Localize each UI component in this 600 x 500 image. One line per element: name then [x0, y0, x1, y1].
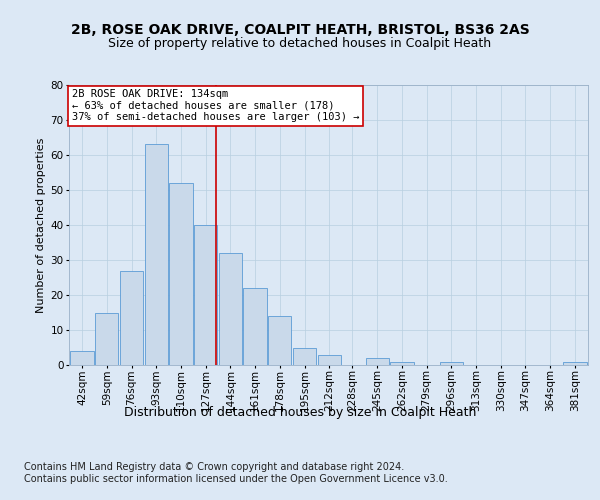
- Bar: [194, 225, 217, 365]
- Bar: [268, 316, 292, 365]
- Y-axis label: Number of detached properties: Number of detached properties: [36, 138, 46, 312]
- Bar: [244, 288, 267, 365]
- Text: Size of property relative to detached houses in Coalpit Heath: Size of property relative to detached ho…: [109, 38, 491, 51]
- Bar: [390, 362, 413, 365]
- Bar: [95, 312, 118, 365]
- Text: 2B ROSE OAK DRIVE: 134sqm
← 63% of detached houses are smaller (178)
37% of semi: 2B ROSE OAK DRIVE: 134sqm ← 63% of detac…: [71, 89, 359, 122]
- Bar: [317, 354, 341, 365]
- Bar: [440, 362, 463, 365]
- Bar: [145, 144, 168, 365]
- Bar: [293, 348, 316, 365]
- Text: 2B, ROSE OAK DRIVE, COALPIT HEATH, BRISTOL, BS36 2AS: 2B, ROSE OAK DRIVE, COALPIT HEATH, BRIST…: [71, 22, 529, 36]
- Text: Distribution of detached houses by size in Coalpit Heath: Distribution of detached houses by size …: [124, 406, 476, 419]
- Bar: [70, 351, 94, 365]
- Bar: [169, 183, 193, 365]
- Text: Contains HM Land Registry data © Crown copyright and database right 2024.: Contains HM Land Registry data © Crown c…: [24, 462, 404, 472]
- Bar: [563, 362, 587, 365]
- Bar: [120, 270, 143, 365]
- Bar: [219, 253, 242, 365]
- Text: Contains public sector information licensed under the Open Government Licence v3: Contains public sector information licen…: [24, 474, 448, 484]
- Bar: [365, 358, 389, 365]
